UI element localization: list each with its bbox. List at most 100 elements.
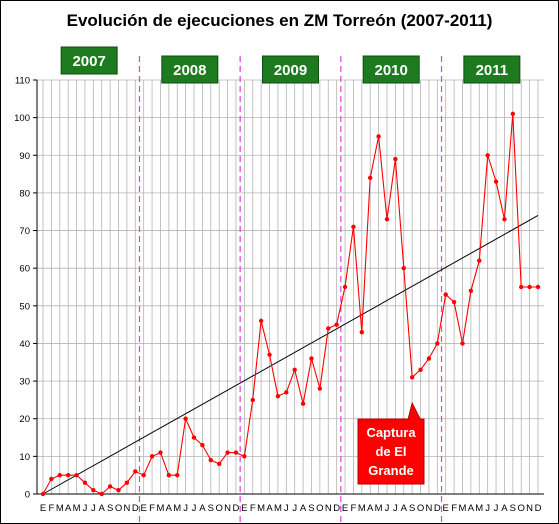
callout-text: Grande (368, 463, 414, 478)
year-box (60, 46, 118, 75)
x-tick-label: E (241, 503, 247, 514)
data-point (99, 491, 104, 497)
x-tick-label: N (123, 503, 130, 514)
data-point (317, 386, 323, 391)
x-tick-label: D (233, 503, 240, 514)
year-box (362, 55, 420, 84)
y-tick-label: 20 (19, 414, 30, 425)
x-tick-label: M (56, 503, 64, 514)
year-labels: 2007 2008 2009 2010 2011 (60, 46, 521, 84)
x-tick-label: A (65, 503, 72, 514)
data-point (91, 488, 96, 493)
x-tick-label: E (342, 503, 348, 514)
callout-text: Captura (366, 425, 416, 440)
x-tick-label: S (308, 503, 314, 514)
annotation-callout: Captura de El Grande (357, 401, 425, 485)
trendline-group (42, 215, 539, 495)
x-tick-label: O (115, 503, 122, 514)
data-point (258, 318, 264, 324)
data-point (284, 390, 289, 395)
data-point (376, 134, 381, 139)
data-point (158, 450, 163, 455)
year-label: 2008 (173, 62, 206, 79)
x-tick-label: N (526, 503, 533, 514)
x-tick-label: D (333, 503, 340, 514)
data-point (116, 488, 121, 493)
data-point (435, 341, 440, 346)
data-point (275, 393, 281, 399)
x-tick-label: N (325, 503, 332, 514)
x-tick-label: J (494, 503, 499, 514)
data-point (326, 326, 331, 331)
x-tick-label: J (485, 503, 490, 514)
year-box (161, 55, 219, 84)
year-label: 2007 (72, 53, 105, 70)
x-tick-label: A (266, 503, 273, 514)
data-point (493, 179, 499, 184)
data-point (225, 450, 230, 455)
y-tick-label: 50 (19, 301, 30, 312)
x-tick-label: F (250, 503, 256, 514)
data-point (527, 284, 532, 290)
x-tick-label: F (351, 503, 357, 514)
x-tick-label: M (156, 503, 164, 514)
x-tick-label: F (48, 503, 54, 514)
data-point (175, 472, 180, 478)
x-tick-label: A (99, 503, 106, 514)
data-point (309, 356, 314, 361)
x-tick-label: E (141, 503, 147, 514)
x-tick-label: D (132, 503, 139, 514)
data-point (342, 284, 348, 290)
x-tick-label: N (425, 503, 432, 514)
x-tick-label: A (501, 503, 508, 514)
y-tick-label: 100 (14, 113, 30, 124)
data-point (40, 491, 46, 497)
data-point (133, 469, 138, 474)
chart-title: Evolución de ejecuciones en ZM Torreón (… (66, 11, 493, 30)
data-point (200, 442, 205, 448)
x-tick-label: S (107, 503, 113, 514)
data-point (535, 284, 541, 290)
data-point (49, 476, 54, 482)
x-tick-label: A (401, 503, 408, 514)
x-tick-label: O (417, 503, 424, 514)
data-point (300, 401, 306, 406)
series-line (42, 113, 538, 495)
data-point (368, 175, 373, 181)
x-tick-label: J (192, 503, 197, 514)
y-tick-label: 0 (25, 490, 30, 501)
x-tick-label: O (316, 503, 323, 514)
data-point (334, 322, 339, 327)
x-tick-label: A (367, 503, 374, 514)
data-point (183, 416, 188, 421)
y-tick-label: 40 (19, 339, 30, 350)
x-tick-label: E (443, 503, 449, 514)
y-tick-label: 30 (19, 377, 30, 388)
y-tick-label: 90 (19, 151, 30, 162)
year-box (463, 55, 521, 84)
data-point (107, 484, 113, 489)
year-label: 2011 (476, 62, 509, 79)
x-tick-label: M (459, 503, 467, 514)
x-tick-label: S (208, 503, 214, 514)
data-point (149, 454, 155, 459)
grid-lines (37, 79, 544, 495)
x-tick-label: A (166, 503, 173, 514)
data-point (401, 265, 406, 271)
data-point (426, 356, 432, 361)
x-tick-label: J (83, 503, 88, 514)
x-tick-label: J (91, 503, 96, 514)
data-point (359, 329, 365, 335)
x-tick-label: M (173, 503, 181, 514)
x-tick-label: M (73, 503, 81, 514)
x-tick-label: O (215, 503, 222, 514)
data-point (292, 367, 297, 372)
y-tick-label: 80 (19, 188, 30, 199)
data-point (141, 472, 146, 478)
y-tick-label: 10 (19, 452, 30, 463)
data-point (65, 472, 71, 478)
series-group (40, 111, 541, 497)
